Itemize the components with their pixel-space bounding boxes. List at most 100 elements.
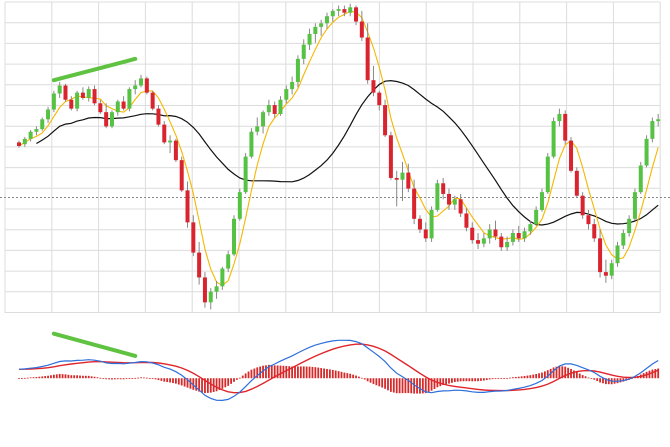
histogram-bar <box>398 378 401 394</box>
histogram-bar <box>477 378 479 382</box>
histogram-bar <box>195 378 198 391</box>
histogram-bar <box>172 378 174 384</box>
candle-body-up <box>609 263 614 276</box>
candle-body-up <box>133 85 138 90</box>
histogram-bar <box>93 376 96 379</box>
histogram-bar <box>546 370 549 379</box>
histogram-bar <box>360 377 363 379</box>
histogram-bar <box>311 366 314 379</box>
histogram-bar <box>392 378 395 393</box>
histogram-bar <box>485 378 488 381</box>
candle-body-down <box>342 9 347 13</box>
candle-body-up <box>208 291 213 303</box>
histogram-bar <box>76 375 79 379</box>
candle-body-down <box>441 183 446 194</box>
candle-body-down <box>417 218 422 230</box>
histogram-bar <box>433 378 436 390</box>
candle-body-up <box>615 245 620 264</box>
macd-signal-line <box>18 343 659 394</box>
histogram-bar <box>151 378 154 380</box>
candle-body-down <box>598 238 603 273</box>
histogram-bar <box>276 365 279 379</box>
histogram-bar <box>543 371 546 379</box>
histogram-bar <box>541 372 543 379</box>
histogram-bar <box>453 378 456 383</box>
histogram-bar <box>622 378 625 382</box>
histogram-bar <box>573 370 575 379</box>
histogram-bar <box>384 378 386 389</box>
histogram-bar <box>535 373 538 379</box>
candle-body-up <box>168 140 173 143</box>
histogram-bar <box>241 375 244 379</box>
histogram-bar <box>654 369 657 379</box>
histogram-bar <box>375 378 378 386</box>
histogram-bar <box>337 371 340 379</box>
candle-body-down <box>447 193 451 205</box>
histogram-bar <box>90 376 93 379</box>
histogram-bar <box>558 365 561 379</box>
histogram-bar <box>166 378 169 383</box>
candle-body-up <box>127 89 132 109</box>
candle-body-down <box>493 229 498 237</box>
candle-body-up <box>539 192 544 210</box>
candle-body-down <box>586 215 591 225</box>
histogram-bar <box>119 378 122 380</box>
candle-body-up <box>627 218 632 234</box>
histogram-bar <box>122 378 125 380</box>
histogram-bar <box>32 377 35 379</box>
candle-body-up <box>261 112 266 127</box>
candle-body-down <box>569 140 574 171</box>
candle-body-down <box>580 195 585 216</box>
candle-body-down <box>150 92 155 109</box>
histogram-bar <box>599 378 601 383</box>
histogram-bar <box>79 375 81 379</box>
histogram-bar <box>302 366 305 379</box>
histogram-bar <box>169 378 171 383</box>
fast-moving-average-line <box>18 10 659 286</box>
histogram-bar <box>128 378 131 380</box>
histogram-bar <box>494 378 497 380</box>
histogram-bar <box>50 375 52 379</box>
histogram-bar <box>256 367 259 379</box>
histogram-bar <box>331 369 334 379</box>
histogram-bar <box>349 373 352 379</box>
macd-divergence-line <box>51 331 138 358</box>
histogram-bar <box>512 377 514 379</box>
candle-body-down <box>388 135 393 178</box>
histogram-bar <box>514 376 517 379</box>
candle-body-up <box>237 192 242 219</box>
histogram-bar <box>526 375 529 379</box>
histogram-bar <box>174 378 177 384</box>
histogram-bar <box>259 366 262 379</box>
histogram-bar <box>651 369 654 379</box>
histogram-bar <box>578 373 581 379</box>
candle-body-up <box>284 89 289 100</box>
candle-body-down <box>80 92 85 98</box>
candle-body-down <box>365 37 370 81</box>
histogram-bar <box>369 378 372 383</box>
histogram-bar <box>285 365 288 379</box>
histogram-bar <box>96 377 99 379</box>
candle-body-down <box>412 188 417 219</box>
histogram-bar <box>334 370 337 379</box>
histogram-bar <box>204 378 206 394</box>
histogram-bar <box>233 378 235 382</box>
histogram-bar <box>497 378 500 380</box>
candle-body-down <box>574 170 579 196</box>
candle-body-up <box>290 81 295 90</box>
price-candlestick-chart <box>0 1 670 313</box>
histogram-bar <box>366 378 369 382</box>
histogram-bar <box>346 373 349 379</box>
histogram-bar <box>482 378 485 381</box>
histogram-bar <box>230 378 232 384</box>
histogram-bar <box>320 368 323 379</box>
candle-body-up <box>557 113 562 122</box>
candle-body-up <box>115 101 120 113</box>
histogram-bar <box>183 378 186 387</box>
candle-body-up <box>336 9 341 11</box>
histogram-bar <box>381 378 384 388</box>
histogram-bar <box>70 375 73 379</box>
histogram-bar <box>206 378 209 393</box>
candle-body-down <box>104 112 109 127</box>
candle-body-up <box>650 121 655 139</box>
